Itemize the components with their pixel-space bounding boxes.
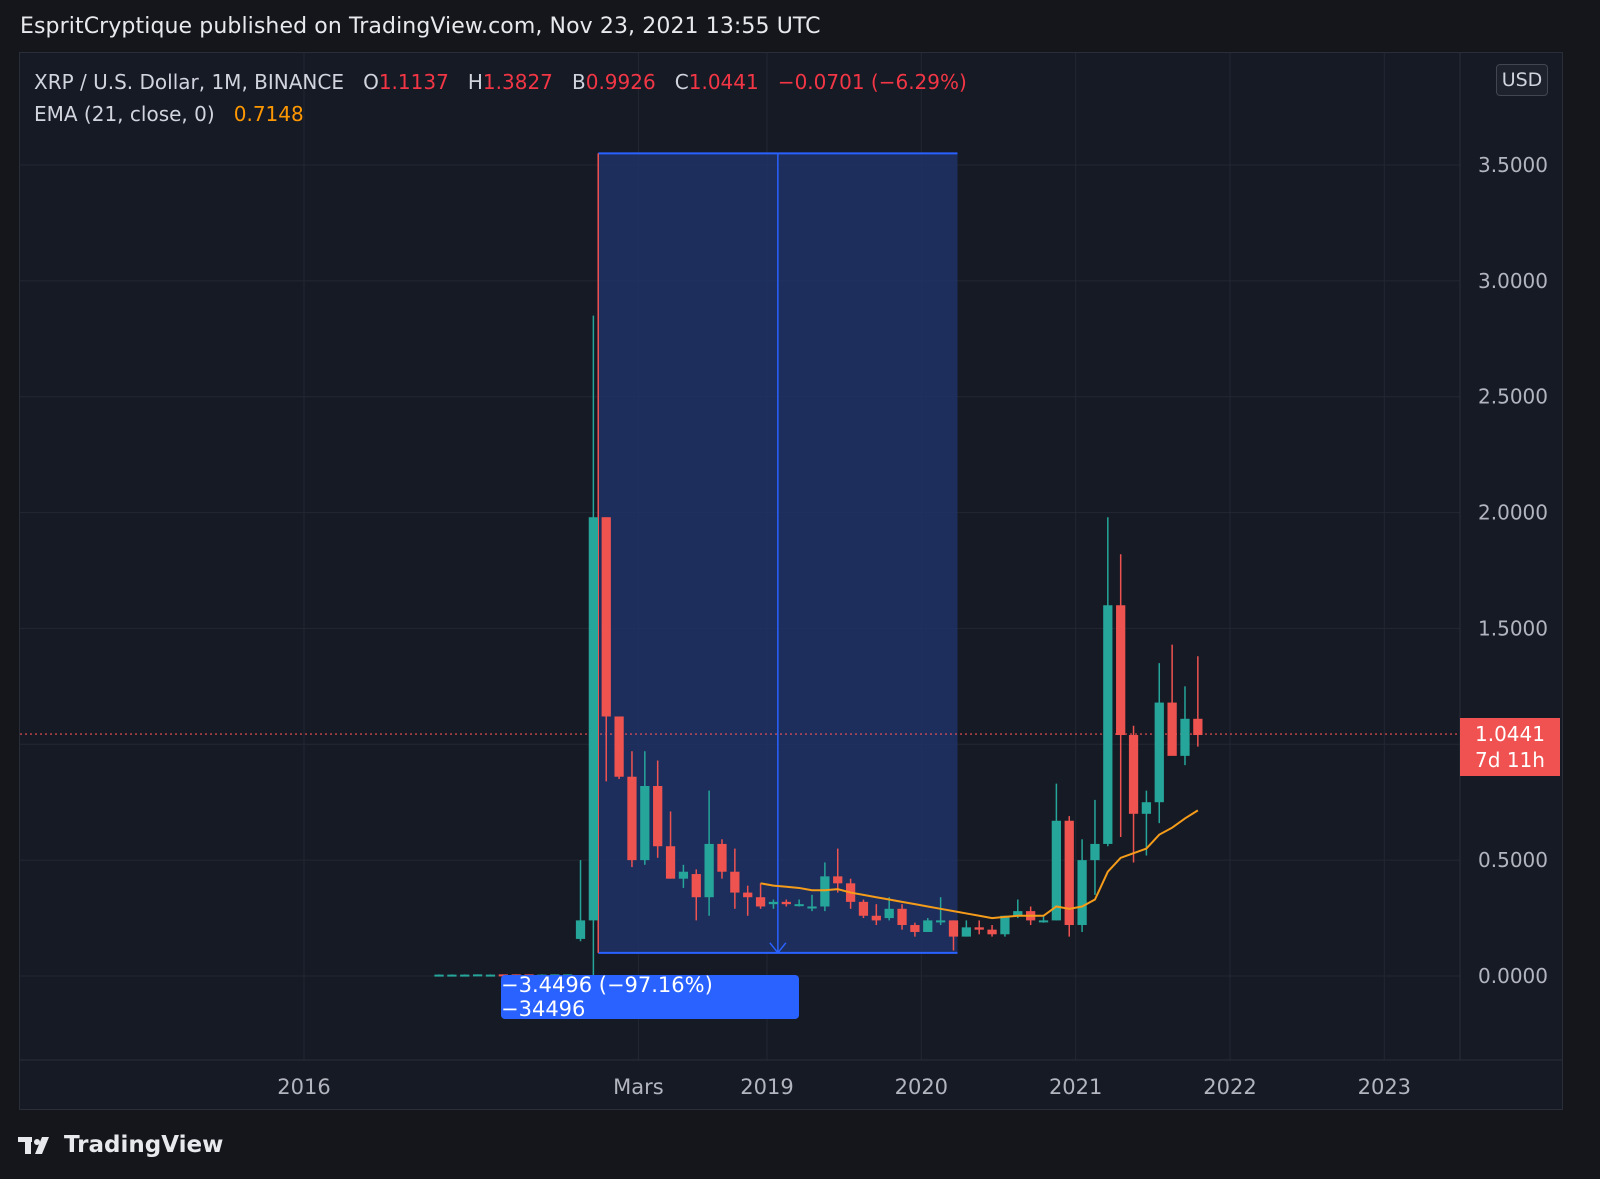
candle-body — [794, 904, 804, 907]
candle-body — [460, 974, 470, 977]
change-value: −0.0701 (−6.29%) — [777, 70, 967, 94]
last-price-value: 1.0441 — [1475, 722, 1545, 746]
candle-body — [588, 517, 599, 921]
candle-body — [948, 920, 959, 937]
candle-body — [961, 927, 971, 937]
measure-arrow-head — [769, 942, 787, 955]
y-tick-label: 2.5000 — [1478, 385, 1548, 409]
ema-value: 0.7148 — [233, 102, 304, 126]
candle-body — [1128, 735, 1139, 814]
y-tick-label: 3.5000 — [1478, 153, 1548, 177]
candle-body — [807, 906, 817, 909]
candle-body — [1141, 802, 1152, 814]
currency-button[interactable]: USD — [1496, 64, 1548, 96]
candle-body — [884, 908, 894, 919]
last-price-tag: 1.0441 7d 11h — [1460, 718, 1560, 776]
candle-body — [575, 920, 586, 939]
candle-body — [1167, 702, 1177, 756]
candle-body — [897, 908, 907, 926]
candle-body — [1013, 911, 1023, 916]
candle-body — [653, 785, 663, 847]
chart-legend: XRP / U.S. Dollar, 1M, BINANCE O1.1137 H… — [34, 66, 967, 130]
low-label: B — [571, 70, 586, 94]
x-tick-label: 2021 — [1049, 1075, 1102, 1099]
candle-body — [743, 892, 753, 898]
candle-body — [1038, 920, 1049, 923]
x-tick-label: 2023 — [1358, 1075, 1411, 1099]
candle-body — [691, 874, 701, 898]
candle-body — [730, 871, 740, 893]
tradingview-brand-text: TradingView — [64, 1132, 224, 1158]
measure-result-label[interactable]: −3.4496 (−97.16%) −34496 — [501, 973, 799, 1021]
candle-body — [640, 785, 650, 861]
candle-body — [755, 897, 766, 907]
y-tick-label: 0.5000 — [1478, 848, 1548, 872]
candle-body — [833, 876, 843, 884]
close-label: C — [674, 70, 689, 94]
open-label: O — [363, 70, 379, 94]
x-tick-label: 2016 — [277, 1075, 330, 1099]
candle-body — [858, 901, 869, 916]
candle-body — [1064, 820, 1074, 926]
candle-body — [1000, 915, 1010, 935]
y-tick-label: 0.0000 — [1478, 964, 1548, 988]
high-label: H — [467, 70, 483, 94]
tradingview-logo-icon — [18, 1137, 49, 1154]
ohlc-row: XRP / U.S. Dollar, 1M, BINANCE O1.1137 H… — [34, 66, 967, 98]
candle-body — [820, 876, 830, 907]
candle-body — [871, 915, 881, 921]
symbol-title[interactable]: XRP / U.S. Dollar, 1M, BINANCE — [34, 70, 344, 94]
candle-body — [434, 974, 444, 977]
candle-body — [678, 871, 689, 879]
candle-body — [627, 776, 637, 861]
candle-body — [1090, 843, 1100, 861]
candle-body — [601, 517, 611, 717]
tradingview-logo[interactable]: TradingView — [18, 1132, 223, 1158]
candle-body — [1193, 718, 1203, 736]
bar-countdown: 7d 11h — [1475, 748, 1545, 772]
candle-body — [974, 927, 984, 930]
candle-body — [923, 920, 933, 932]
candle-body — [665, 846, 676, 879]
ema-line — [760, 809, 1199, 920]
candle-body — [485, 974, 496, 977]
high-value: 1.3827 — [482, 70, 553, 94]
candle-body — [704, 843, 714, 898]
low-value: 0.9926 — [585, 70, 656, 94]
y-tick-label: 3.0000 — [1478, 269, 1548, 293]
candle-body — [910, 925, 920, 932]
candle-body — [935, 920, 946, 923]
x-tick-label: Mars — [613, 1075, 664, 1099]
x-tick-label: 2022 — [1203, 1075, 1256, 1099]
candle-body — [447, 974, 457, 977]
candle-body — [987, 929, 997, 935]
candle-body — [768, 901, 779, 905]
candle-body — [472, 974, 483, 977]
candle-body — [1154, 702, 1164, 803]
candle-body — [1051, 820, 1062, 921]
candle-body — [614, 716, 624, 777]
publish-header: EspritCryptique published on TradingView… — [20, 14, 821, 39]
close-value: 1.0441 — [688, 70, 759, 94]
ema-row: EMA (21, close, 0) 0.7148 — [34, 98, 967, 130]
candle-body — [781, 901, 791, 905]
candle-body — [717, 843, 727, 872]
x-tick-label: 2019 — [740, 1075, 793, 1099]
candle-body — [1077, 860, 1087, 926]
candle-body — [1180, 718, 1190, 756]
x-tick-label: 2020 — [895, 1075, 948, 1099]
y-tick-label: 2.0000 — [1478, 501, 1548, 525]
ema-label[interactable]: EMA (21, close, 0) — [34, 102, 215, 126]
open-value: 1.1137 — [378, 70, 449, 94]
candle-body — [1103, 605, 1113, 844]
candle-body — [1116, 605, 1126, 736]
y-tick-label: 1.5000 — [1478, 616, 1548, 640]
